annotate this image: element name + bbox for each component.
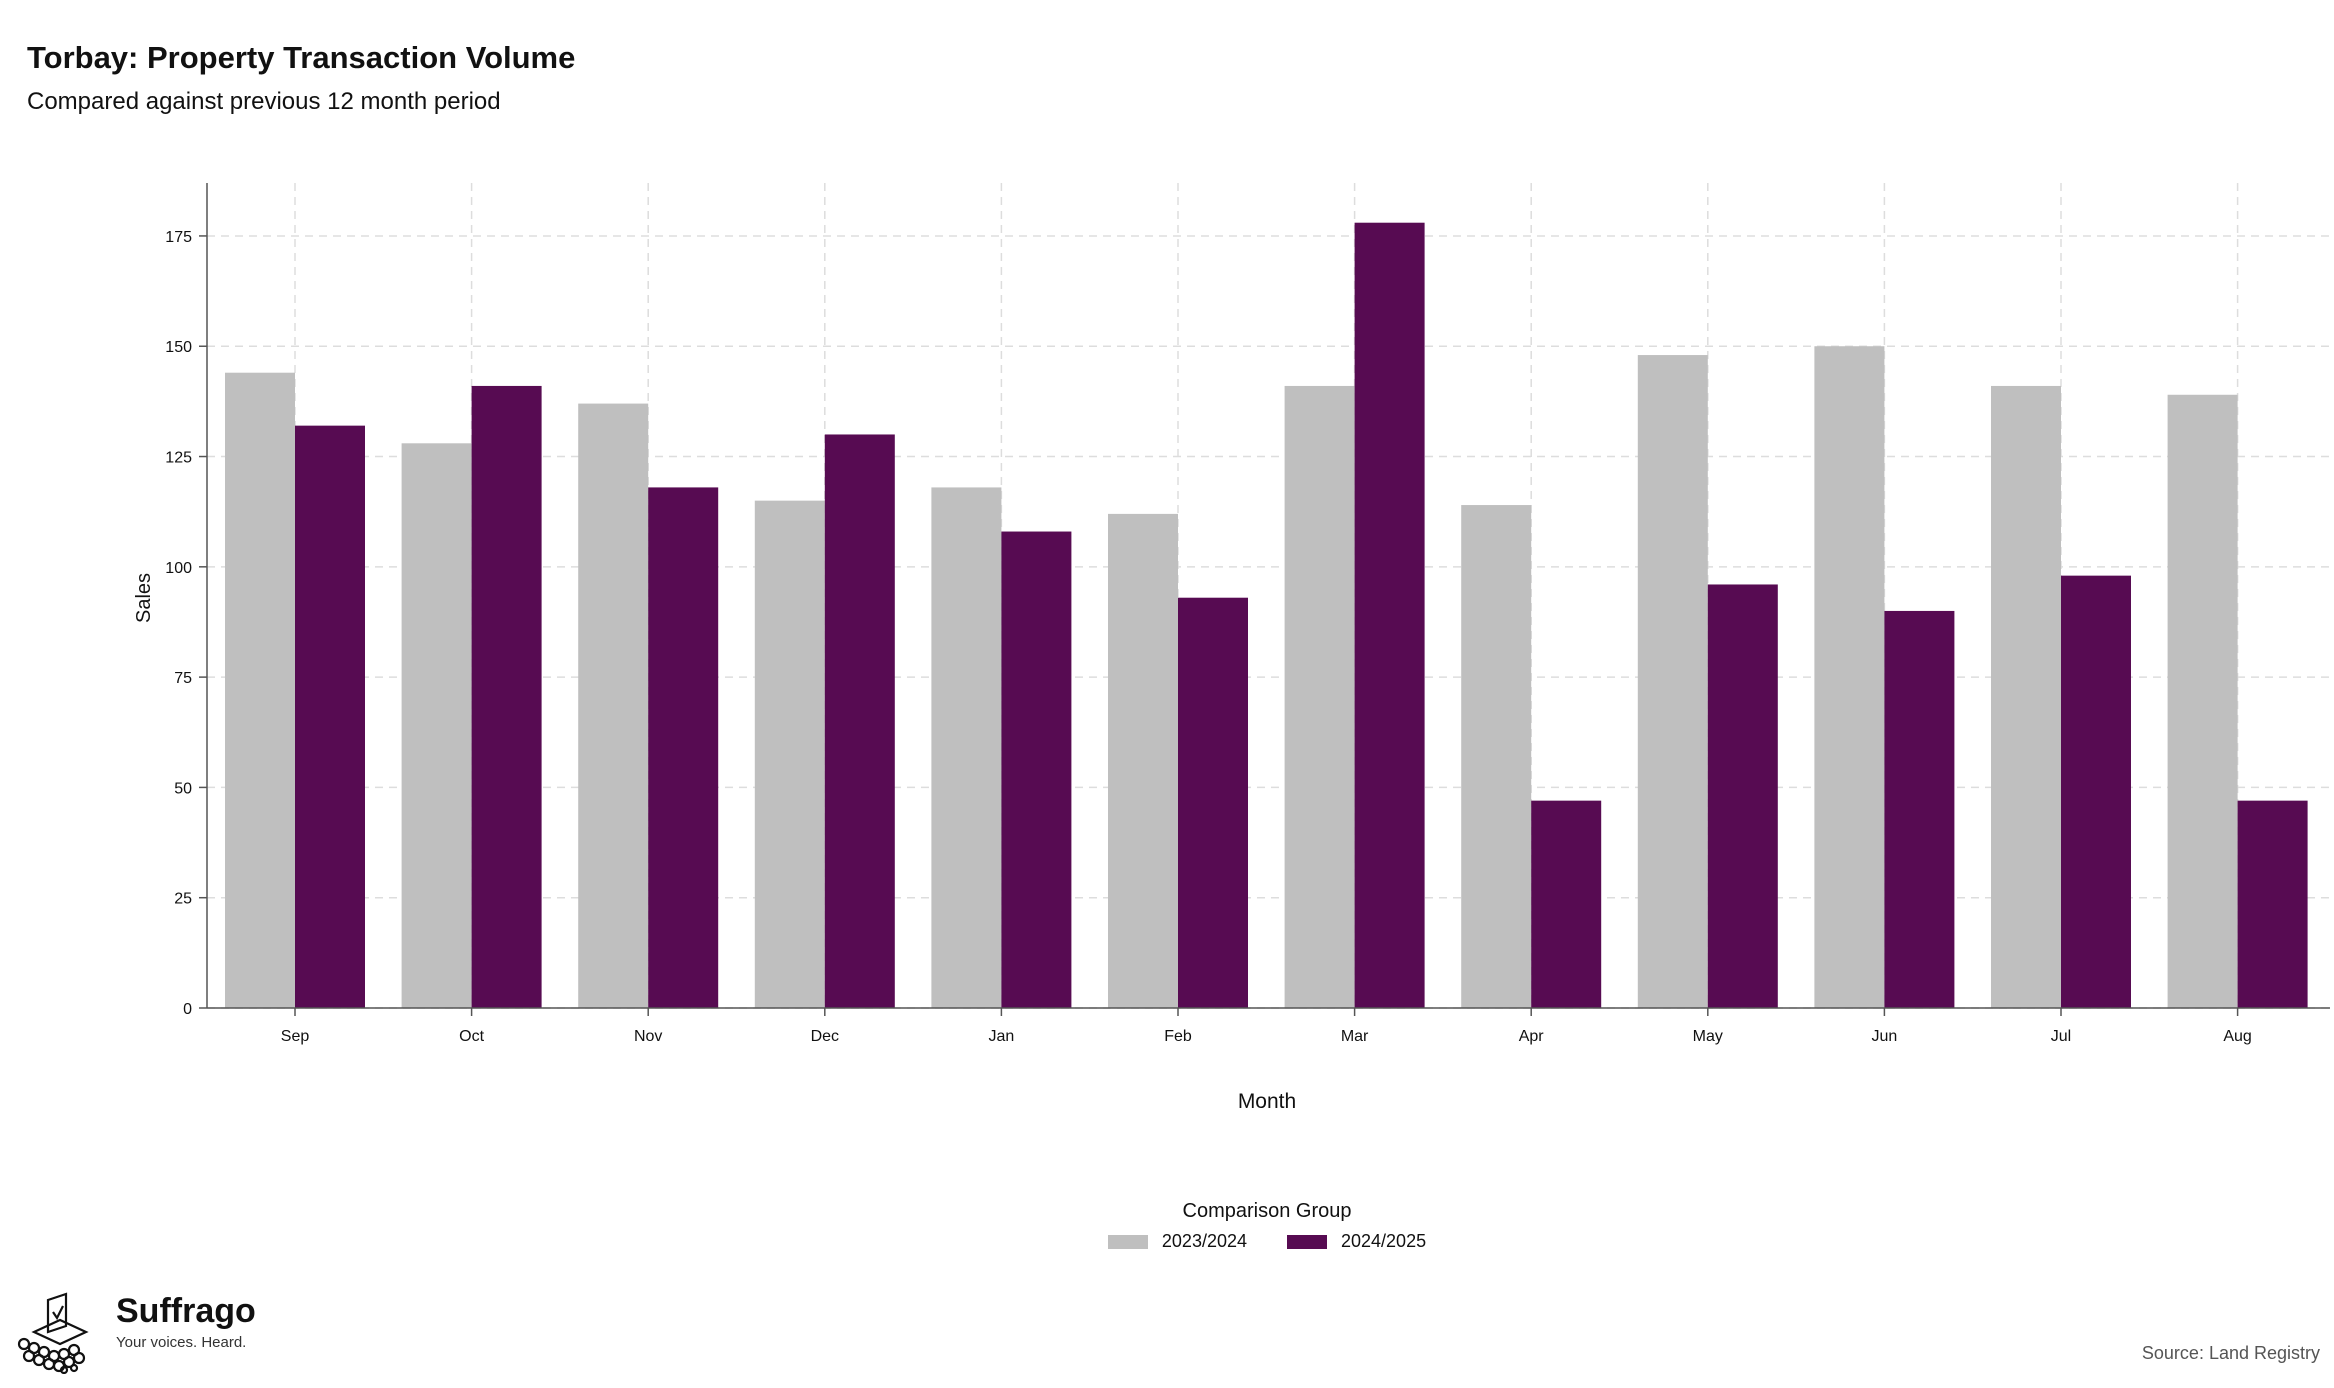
x-tick-label: Aug [2223,1028,2251,1045]
bar-2024-2025-dec [824,434,895,1008]
bar-2023-2024-jun [1814,346,1885,1008]
legend-swatch [1287,1234,1327,1249]
bar-2023-2024-aug [2167,394,2238,1008]
bar-2024-2025-oct [471,385,542,1008]
y-axis-title: Sales [133,573,155,623]
legend: Comparison Group 2023/2024 2024/2025 [0,1200,2334,1252]
x-axis-title: Month [1238,1090,1296,1113]
axes [199,183,2330,1016]
y-tick-label: 150 [165,339,192,356]
y-tick-label: 100 [165,560,192,577]
bar-2024-2025-jan [1001,531,1072,1008]
x-tick-label: Jun [1872,1028,1898,1045]
legend-label: 2024/2025 [1341,1231,1427,1251]
x-tick-label: Oct [459,1028,484,1045]
logo-name: Suffrago [116,1292,256,1330]
x-tick-label: May [1693,1028,1723,1045]
bar-2023-2024-nov [578,403,649,1008]
y-tick-label: 25 [174,891,192,908]
bar-2023-2024-oct [401,443,472,1008]
x-tick-label: Apr [1519,1028,1545,1045]
ballot-box-icon [17,1292,89,1374]
bar-2023-2024-mar [1284,385,1355,1008]
y-tick-label: 50 [174,780,192,797]
bar-2024-2025-nov [648,487,719,1009]
bar-2024-2025-jul [2061,575,2131,1008]
x-tick-label: Jul [2051,1028,2071,1045]
x-tick-label: Feb [1164,1028,1192,1045]
y-tick-label: 75 [174,670,192,687]
bar-2024-2025-jun [1884,610,1955,1008]
chart-title: Torbay: Property Transaction Volume [27,40,576,75]
y-tick-label: 175 [165,229,192,246]
bar-2024-2025-may [1707,584,1778,1008]
bar-2023-2024-may [1637,355,1708,1008]
bar-2023-2024-dec [754,500,825,1008]
bar-2024-2025-feb [1178,597,1248,1008]
bar-2023-2024-jan [931,487,1002,1009]
x-tick-label: Nov [634,1028,662,1045]
bar-2024-2025-apr [1531,800,1602,1008]
legend-item-2023-2024: 2023/2024 [1107,1231,1247,1252]
bar-2023-2024-jul [1991,385,2061,1008]
y-tick-label: 0 [183,1001,192,1018]
legend-label: 2023/2024 [1161,1231,1247,1251]
bars [225,222,2308,1009]
x-tick-label: Mar [1341,1028,1369,1045]
legend-swatch [1107,1234,1148,1249]
chart-subtitle: Compared against previous 12 month perio… [27,88,501,115]
bar-2024-2025-sep [295,425,365,1008]
logo-tagline: Your voices. Heard. [116,1334,247,1351]
bar-2023-2024-sep [225,372,295,1008]
x-tick-label: Jan [989,1028,1015,1045]
legend-item-2024-2025: 2024/2025 [1287,1231,1426,1252]
source-note: Source: Land Registry [2141,1343,2320,1363]
bar-2023-2024-feb [1108,513,1178,1008]
x-tick-label: Dec [811,1028,839,1045]
bar-2023-2024-apr [1461,505,1532,1008]
axis-labels: 0 25 50 75 100 125 150 175 Sep Oct Nov Dec Jan Feb Mar… [133,229,2252,1113]
bar-2024-2025-aug [2237,800,2308,1008]
bar-2024-2025-mar [1354,222,1425,1009]
legend-title: Comparison Group [1182,1200,1352,1222]
y-tick-label: 125 [165,450,192,467]
logo: Suffrago Your voices. Heard. [14,1292,256,1374]
x-tick-label: Sep [281,1028,310,1045]
